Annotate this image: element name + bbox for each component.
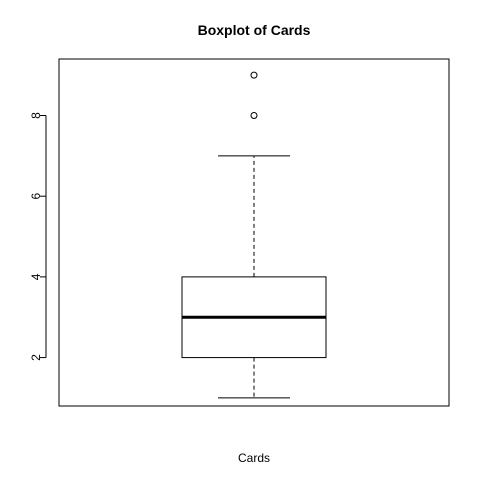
box-group — [181, 71, 327, 399]
plot-frame — [58, 58, 450, 407]
y-axis: 2 4 6 8 — [29, 112, 47, 361]
outlier-point — [250, 71, 258, 79]
y-tick-label: 8 — [29, 112, 43, 119]
chart-title: Boxplot of Cards — [198, 22, 311, 38]
y-tick-label: 2 — [29, 354, 43, 361]
x-axis-label: Cards — [238, 451, 270, 465]
y-tick-label: 4 — [29, 273, 43, 280]
y-tick-label: 6 — [29, 193, 43, 200]
outlier-point — [250, 111, 258, 119]
